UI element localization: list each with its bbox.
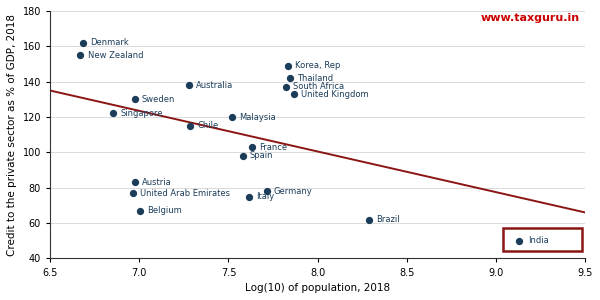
Text: Italy: Italy [256,192,274,201]
Point [283,63,293,68]
Point [184,83,194,88]
Point [130,180,140,185]
Point [78,40,88,45]
Text: Chile: Chile [197,122,218,130]
Text: Brazil: Brazil [376,215,400,224]
Text: Singapore: Singapore [121,109,163,118]
Point [515,238,524,243]
Text: Germany: Germany [274,187,313,196]
Text: India: India [528,236,549,245]
Text: Korea, Rep: Korea, Rep [295,61,341,70]
Text: France: France [259,142,287,152]
Point [244,194,254,199]
Text: Spain: Spain [250,152,274,160]
Text: www.taxguru.in: www.taxguru.in [481,14,580,23]
Point [185,124,195,128]
Point [227,115,237,119]
Point [109,111,118,116]
Point [238,154,248,158]
Text: New Zealand: New Zealand [88,51,143,60]
Text: Australia: Australia [196,81,233,90]
Point [128,191,138,196]
Bar [503,228,582,251]
Text: Austria: Austria [142,178,172,187]
Text: South Africa: South Africa [293,82,344,91]
Point [76,53,85,58]
Text: Denmark: Denmark [90,38,129,47]
Point [285,76,295,80]
Point [281,85,290,89]
Y-axis label: Credit to the private sector as % of GDP, 2018: Credit to the private sector as % of GDP… [7,14,17,256]
Text: United Kingdom: United Kingdom [301,89,368,98]
Text: Thailand: Thailand [297,74,334,82]
Text: Malaysia: Malaysia [239,112,276,122]
Point [130,97,140,102]
Point [136,208,145,213]
Point [289,92,298,96]
Point [262,189,272,194]
Text: Belgium: Belgium [147,206,182,215]
Point [364,217,373,222]
Text: United Arab Emirates: United Arab Emirates [140,189,230,198]
X-axis label: Log(10) of population, 2018: Log(10) of population, 2018 [245,283,390,293]
Text: Sweden: Sweden [142,95,175,104]
Point [247,145,256,149]
